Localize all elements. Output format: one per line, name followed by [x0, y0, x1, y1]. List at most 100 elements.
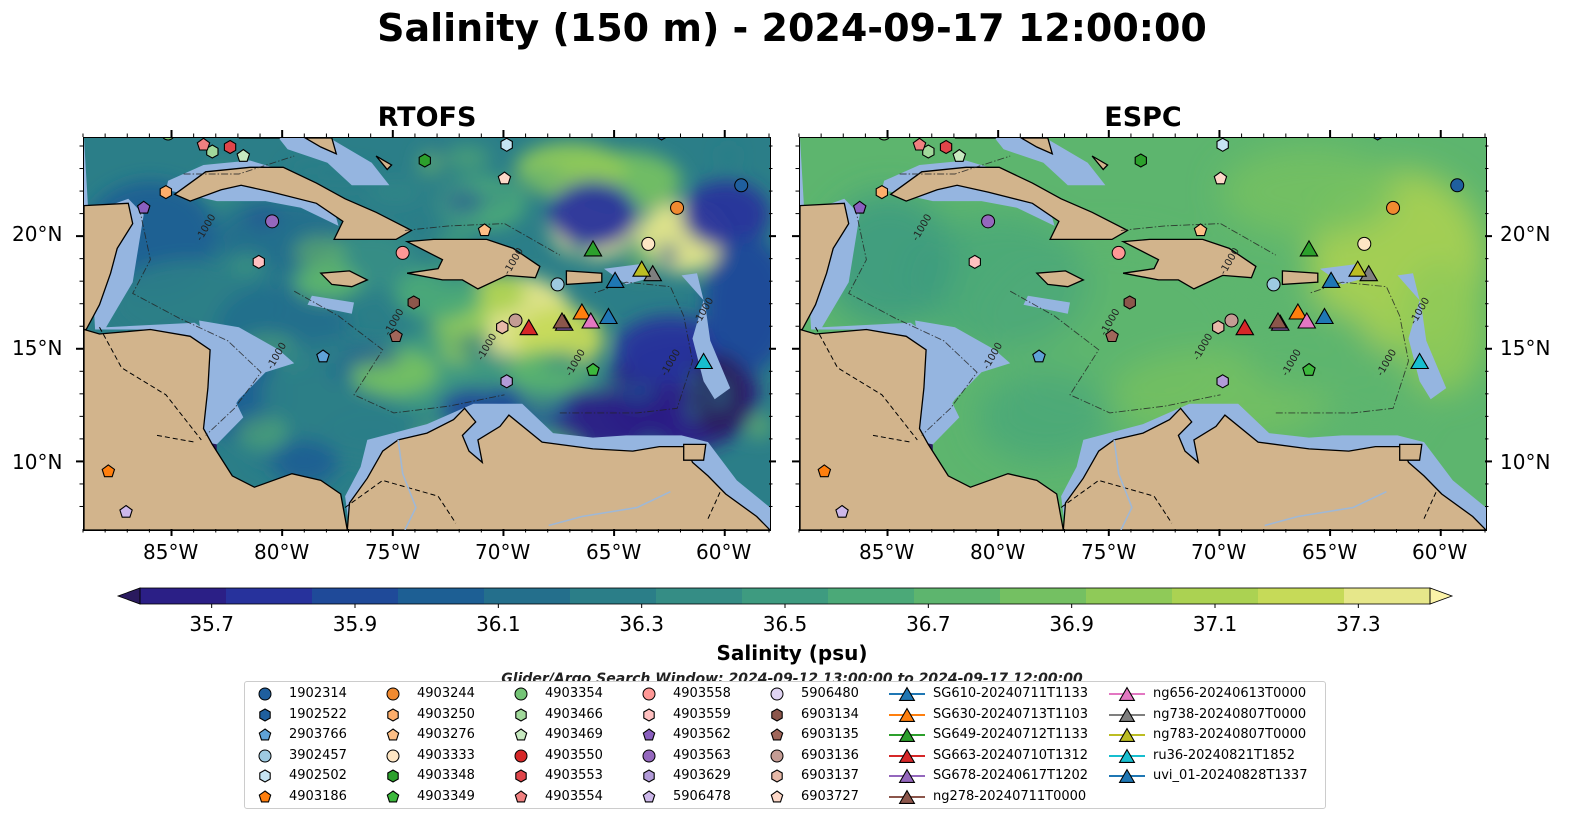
espc-map: -1000-1000-1000-1000-1000-1000-1000-1000: [800, 138, 1486, 530]
marker-SG649-20240712T1133: [1299, 239, 1319, 257]
legend-swatch: [258, 728, 272, 741]
colorbar-tick-label: 35.9: [332, 612, 378, 636]
marker-4903354: [162, 138, 174, 141]
legend-label: 1902314: [289, 686, 347, 701]
colorbar-bin: [656, 588, 743, 604]
legend-label: 4903562: [673, 727, 731, 742]
marker-2903766: [316, 349, 330, 363]
legend-label: 5906478: [673, 788, 731, 804]
marker-4903629: [1216, 374, 1229, 389]
legend-marker-SG630-20240713T1103: [898, 707, 916, 722]
legend-swatch: [642, 687, 656, 701]
legend-swatch: [770, 687, 784, 701]
lat-label-15n-right: 15°N: [1500, 336, 1551, 360]
legend-marker-4903186: [258, 789, 272, 802]
marker-4903553: [223, 139, 237, 155]
legend-swatch: [643, 707, 655, 722]
legend-marker-5906478: [642, 789, 656, 802]
legend-swatch: [258, 749, 272, 762]
legend-marker-4902502: [259, 769, 271, 783]
colorbar-label: Salinity (psu): [716, 641, 868, 665]
legend-label: 4903333: [417, 747, 475, 763]
legend-swatch: [387, 707, 399, 722]
rtofs-borders: [99, 326, 722, 530]
lon-label-85w-espc: 85°W: [859, 540, 915, 564]
legend-label: 4902502: [289, 768, 347, 783]
legend-marker-6903136: [770, 749, 784, 762]
colorbar-bin: [140, 588, 227, 604]
marker-1902522: [1373, 138, 1383, 141]
marker-3902457: [1266, 277, 1281, 292]
legend-swatch: [514, 749, 528, 762]
lon-label-60w-espc: 60°W: [1412, 540, 1468, 564]
legend-marker-uvi_01-20240828T1337: [1118, 768, 1136, 783]
legend-label: 4903186: [289, 788, 347, 804]
lon-label-85w-rtofs: 85°W: [143, 540, 199, 564]
legend-swatch: [386, 749, 400, 762]
lon-label-60w-rtofs: 60°W: [696, 540, 752, 564]
marker-4903469: [952, 148, 967, 162]
legend-swatch: [643, 769, 655, 783]
legend-swatch: [386, 789, 400, 802]
legend-marker-ru36-20240821T1852: [1118, 748, 1136, 763]
colorbar-extend-low: [116, 587, 141, 605]
colorbar-bin: [1000, 588, 1087, 604]
legend-swatch: [1109, 748, 1145, 763]
legend-label: 4903250: [417, 706, 475, 722]
legend-label: 4903348: [417, 768, 475, 783]
legend-swatch: [642, 749, 656, 762]
legend-label: uvi_01-20240828T1337: [1153, 768, 1308, 783]
legend-swatch: [386, 687, 400, 701]
legend-label: SG649-20240712T1133: [933, 727, 1089, 742]
figure-title: Salinity (150 m) - 2024-09-17 12:00:00: [377, 6, 1207, 50]
legend-swatch: [889, 789, 925, 804]
legend-marker-4903563: [642, 749, 656, 762]
lon-label-75w-rtofs: 75°W: [365, 540, 421, 564]
legend-label: SG610-20240711T1133: [933, 686, 1089, 701]
legend-marker-6903135: [770, 728, 784, 741]
legend-marker-4903333: [386, 749, 400, 762]
marker-6903135: [1105, 329, 1119, 343]
marker-4903244: [670, 200, 685, 215]
rtofs-float-markers: [101, 138, 749, 518]
legend-swatch: [770, 789, 784, 802]
legend-swatch: [1109, 707, 1145, 722]
marker-ru36-20240821T1852: [1410, 352, 1430, 370]
legend-label: 1902522: [289, 706, 347, 722]
marker-4902502: [1216, 138, 1229, 152]
legend-label: 6903727: [801, 788, 859, 804]
marker-4903333: [1357, 236, 1372, 251]
lon-label-70w-rtofs: 70°W: [475, 540, 531, 564]
marker-uvi_01-20240828T1337: [598, 307, 619, 325]
marker-6903137: [1212, 320, 1225, 335]
marker-ng278-20240711T0000: [552, 311, 572, 329]
marker-4903554: [912, 138, 927, 151]
marker-SG663-20240710T1312: [1235, 318, 1255, 336]
marker-4903186: [101, 464, 116, 478]
legend-marker-ng738-20240807T0000: [1118, 707, 1136, 722]
legend-marker-4903244: [386, 687, 400, 701]
legend-swatch: [889, 727, 925, 742]
lat-label-15n-left: 15°N: [12, 336, 63, 360]
marker-SG630-20240713T1103: [572, 302, 592, 320]
marker-4903629: [500, 374, 513, 389]
marker-6903134: [407, 295, 420, 310]
colorbar-tick-labels: 35.7 35.9 36.1 36.3 36.5 36.7 36.9 37.1 37.3: [0, 612, 1584, 640]
marker-4903186: [817, 464, 832, 478]
legend-label: ng656-20240613T0000: [1153, 686, 1307, 701]
legend-label: SG630-20240713T1103: [933, 706, 1089, 722]
marker-4903558: [1111, 245, 1126, 260]
colorbar-tick-label: 36.7: [906, 612, 951, 636]
marker-4902502: [500, 138, 513, 152]
colorbar-bin: [398, 588, 485, 604]
marker-4903563: [981, 214, 996, 229]
marker-1902314: [734, 178, 749, 193]
legend-label: 4903276: [417, 727, 475, 742]
marker-ru36-20240821T1852: [694, 352, 714, 370]
espc-map-panel: -1000 -1000 -1000 -1000 -1000 -1000 -1000 -1000: [799, 137, 1487, 531]
legend-label: 6903136: [801, 747, 859, 763]
legend: 1902314 1902522 2903766 3902457 4902502 49031…: [244, 681, 1326, 809]
legend-label: 4903554: [545, 788, 603, 804]
legend-swatch: [642, 728, 656, 741]
rtofs-map-panel: -1000 -1000 -1000 -1000 -1000 -1000 -1000 -1000: [83, 137, 771, 531]
